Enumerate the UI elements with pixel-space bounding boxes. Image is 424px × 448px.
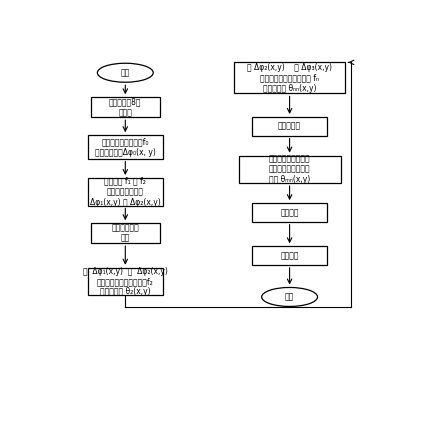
Text: 等值线正余弦
滤波: 等值线正余弦 滤波 <box>112 224 139 243</box>
Text: 相位匹配: 相位匹配 <box>280 208 299 217</box>
FancyBboxPatch shape <box>252 117 327 135</box>
Text: 正余弦滤波: 正余弦滤波 <box>278 122 301 131</box>
Text: 开始: 开始 <box>121 68 130 77</box>
Ellipse shape <box>98 63 153 82</box>
FancyBboxPatch shape <box>87 135 163 159</box>
Text: 三维重建: 三维重建 <box>280 251 299 260</box>
FancyBboxPatch shape <box>87 178 163 206</box>
FancyBboxPatch shape <box>87 267 163 295</box>
FancyBboxPatch shape <box>252 203 327 222</box>
Text: 二次外差解得含物体
表面形变信息的相位
函数 θₘₙ(x,y): 二次外差解得含物体 表面形变信息的相位 函数 θₘₙ(x,y) <box>269 155 310 184</box>
FancyBboxPatch shape <box>252 246 327 265</box>
Text: 计算频率 f₁ 和 f₂
对应的包裹相位值
Δφ₁(x,y) 和 Δφ₂(x,y): 计算频率 f₁ 和 f₂ 对应的包裹相位值 Δφ₁(x,y) 和 Δφ₂(x,y… <box>90 177 161 207</box>
Text: 将  Δφ₁(x,y)  和  Δφ₂(x,y)
差频叠加得到等效频率为f₂
的相位函数 θ₂(x,y): 将 Δφ₁(x,y) 和 Δφ₂(x,y) 差频叠加得到等效频率为f₂ 的相位函… <box>83 267 168 296</box>
Text: 将 Δφ₂(x,y)    和 Δφ₃(x,y)
差频叠加得到等效频率为 fₙ
的相位函数 θₙₙ(x,y): 将 Δφ₂(x,y) 和 Δφ₃(x,y) 差频叠加得到等效频率为 fₙ 的相位… <box>247 63 332 93</box>
Text: 计算背景光强及频率f₀
的包裹相位值Δφ₀(x, y): 计算背景光强及频率f₀ 的包裹相位值Δφ₀(x, y) <box>95 137 156 157</box>
FancyBboxPatch shape <box>239 155 340 183</box>
Text: 结束: 结束 <box>285 293 294 302</box>
Text: 投影和采集8幅
相位图: 投影和采集8幅 相位图 <box>109 98 142 117</box>
Ellipse shape <box>262 288 318 306</box>
FancyBboxPatch shape <box>234 62 346 94</box>
FancyBboxPatch shape <box>91 223 160 243</box>
FancyBboxPatch shape <box>91 97 160 117</box>
